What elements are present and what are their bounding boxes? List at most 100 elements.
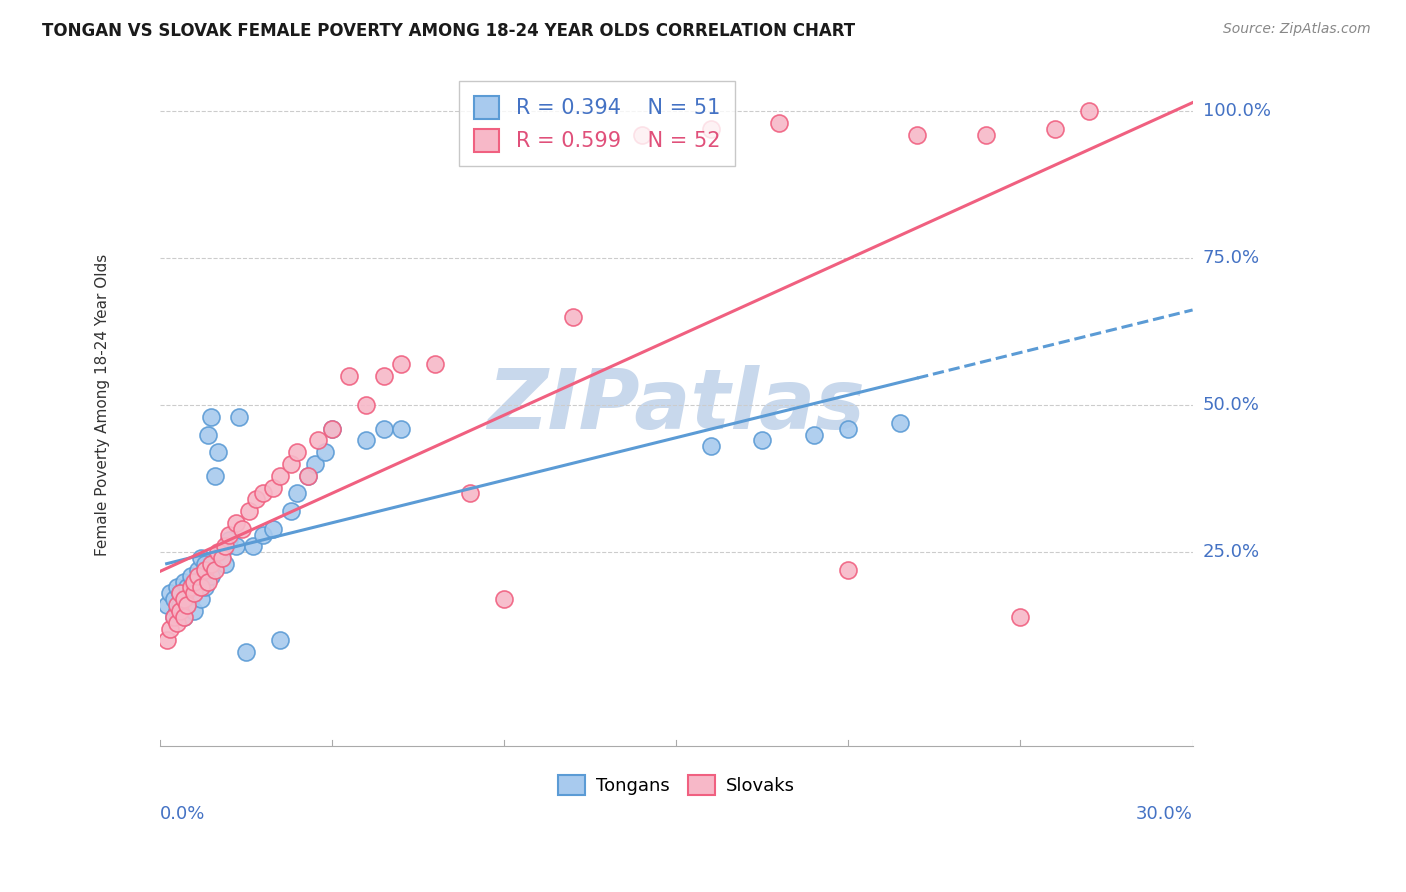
Point — [214, 539, 236, 553]
Point — [699, 121, 721, 136]
Point — [269, 633, 291, 648]
Point — [187, 563, 209, 577]
Point — [166, 581, 188, 595]
Point — [159, 622, 181, 636]
Point — [169, 586, 191, 600]
Point — [630, 128, 652, 142]
Point — [190, 551, 212, 566]
Point — [252, 486, 274, 500]
Text: Female Poverty Among 18-24 Year Olds: Female Poverty Among 18-24 Year Olds — [96, 254, 111, 557]
Point — [228, 409, 250, 424]
Point — [173, 610, 195, 624]
Text: TONGAN VS SLOVAK FEMALE POVERTY AMONG 18-24 YEAR OLDS CORRELATION CHART: TONGAN VS SLOVAK FEMALE POVERTY AMONG 18… — [42, 22, 855, 40]
Point — [561, 310, 583, 324]
Point — [200, 409, 222, 424]
Point — [156, 598, 179, 612]
Point — [768, 116, 790, 130]
Text: ZIPatlas: ZIPatlas — [488, 365, 865, 446]
Point — [337, 368, 360, 383]
Point — [176, 581, 198, 595]
Point — [245, 492, 267, 507]
Point — [197, 427, 219, 442]
Point — [176, 598, 198, 612]
Point — [207, 545, 229, 559]
Text: 30.0%: 30.0% — [1136, 805, 1192, 823]
Point — [162, 592, 184, 607]
Point — [183, 586, 205, 600]
Point — [193, 581, 215, 595]
Point — [162, 610, 184, 624]
Point — [169, 598, 191, 612]
Point — [356, 434, 378, 448]
Point — [1010, 610, 1032, 624]
Point — [314, 445, 336, 459]
Point — [159, 586, 181, 600]
Point — [280, 504, 302, 518]
Point — [224, 539, 246, 553]
Text: 0.0%: 0.0% — [160, 805, 205, 823]
Point — [224, 516, 246, 530]
Point — [751, 434, 773, 448]
Point — [974, 128, 997, 142]
Point — [204, 468, 226, 483]
Point — [321, 422, 343, 436]
Point — [905, 128, 928, 142]
Point — [211, 551, 233, 566]
Point — [242, 539, 264, 553]
Point — [166, 615, 188, 630]
Point — [287, 445, 309, 459]
Point — [307, 434, 329, 448]
Point — [837, 563, 859, 577]
Point — [166, 604, 188, 618]
Point — [238, 504, 260, 518]
Point — [187, 574, 209, 589]
Point — [190, 581, 212, 595]
Point — [492, 592, 515, 607]
Point — [214, 557, 236, 571]
Text: 25.0%: 25.0% — [1204, 543, 1260, 561]
Point — [889, 416, 911, 430]
Text: 100.0%: 100.0% — [1204, 102, 1271, 120]
Point — [197, 574, 219, 589]
Point — [373, 368, 395, 383]
Point — [173, 574, 195, 589]
Point — [190, 592, 212, 607]
Point — [389, 422, 412, 436]
Point — [803, 427, 825, 442]
Point — [187, 568, 209, 582]
Point — [162, 610, 184, 624]
Point — [231, 522, 253, 536]
Point — [166, 598, 188, 612]
Point — [211, 545, 233, 559]
Point — [193, 557, 215, 571]
Point — [262, 481, 284, 495]
Legend: Tongans, Slovaks: Tongans, Slovaks — [551, 768, 801, 802]
Point — [180, 581, 202, 595]
Point — [200, 568, 222, 582]
Point — [304, 457, 326, 471]
Point — [373, 422, 395, 436]
Point — [356, 398, 378, 412]
Point — [218, 533, 240, 548]
Point — [425, 357, 447, 371]
Text: 75.0%: 75.0% — [1204, 249, 1260, 267]
Point — [183, 586, 205, 600]
Point — [389, 357, 412, 371]
Point — [193, 563, 215, 577]
Point — [321, 422, 343, 436]
Point — [169, 604, 191, 618]
Point — [200, 557, 222, 571]
Point — [183, 604, 205, 618]
Point — [837, 422, 859, 436]
Point — [173, 610, 195, 624]
Point — [183, 574, 205, 589]
Text: 50.0%: 50.0% — [1204, 396, 1260, 414]
Text: Source: ZipAtlas.com: Source: ZipAtlas.com — [1223, 22, 1371, 37]
Point — [156, 633, 179, 648]
Point — [699, 439, 721, 453]
Point — [280, 457, 302, 471]
Point — [218, 527, 240, 541]
Point — [235, 645, 257, 659]
Point — [297, 468, 319, 483]
Point — [262, 522, 284, 536]
